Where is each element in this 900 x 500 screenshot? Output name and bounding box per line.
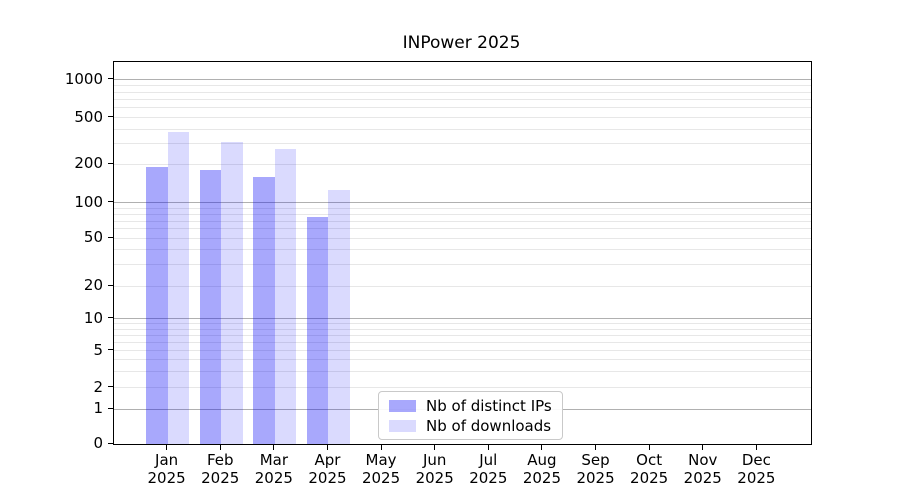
gridline-minor <box>114 350 811 352</box>
gridline-minor <box>114 264 811 266</box>
gridline-minor <box>114 207 811 209</box>
x-tick-mark <box>273 445 275 450</box>
gridline-minor <box>114 85 811 87</box>
gridline-minor <box>114 370 811 372</box>
legend-swatch-distinct-ips <box>389 399 416 412</box>
bar-nb-of-downloads-feb-2025 <box>221 142 243 444</box>
gridline-minor <box>114 249 811 251</box>
x-tick-label-apr-2025: Apr 2025 <box>308 451 347 487</box>
x-tick-mark <box>326 445 328 450</box>
x-tick-label-jul-2025: Jul 2025 <box>469 451 508 487</box>
legend-item-downloads: Nb of downloads <box>389 416 552 435</box>
x-tick-label-oct-2025: Oct 2025 <box>630 451 669 487</box>
gridline-minor <box>114 228 811 230</box>
y-tick-label-20: 20 <box>83 276 103 294</box>
gridline-minor <box>114 328 811 330</box>
x-tick-label-mar-2025: Mar 2025 <box>254 451 293 487</box>
y-tick-label-100: 100 <box>74 192 103 211</box>
x-tick-label-dec-2025: Dec 2025 <box>737 451 776 487</box>
gridline-major <box>114 202 811 204</box>
y-tick-mark <box>108 236 113 238</box>
bar-nb-of-distinct-ips-feb-2025 <box>199 170 222 444</box>
x-tick-label-may-2025: May 2025 <box>361 451 401 487</box>
y-tick-mark <box>108 407 113 409</box>
y-tick-label-2: 2 <box>93 377 103 396</box>
y-tick-label-500: 500 <box>74 107 103 126</box>
gridline-minor <box>114 107 811 109</box>
gridline-minor <box>114 359 811 361</box>
x-tick-mark <box>380 445 382 450</box>
x-tick-label-sep-2025: Sep 2025 <box>576 451 615 487</box>
y-tick-label-50: 50 <box>83 228 103 247</box>
y-tick-mark <box>108 116 113 118</box>
x-tick-label-jan-2025: Jan 2025 <box>147 451 186 487</box>
y-tick-label-5: 5 <box>93 340 103 359</box>
x-tick-label-jun-2025: Jun 2025 <box>415 451 454 487</box>
legend-swatch-downloads <box>389 419 416 432</box>
y-tick-mark <box>108 317 113 319</box>
bar-nb-of-downloads-mar-2025 <box>274 149 297 444</box>
bar-nb-of-downloads-jan-2025 <box>167 132 190 444</box>
x-tick-mark <box>434 445 436 450</box>
x-tick-mark <box>702 445 704 450</box>
y-tick-label-1: 1 <box>93 399 103 418</box>
y-tick-mark <box>108 442 113 444</box>
gridline-minor <box>114 285 811 287</box>
x-tick-mark <box>755 445 757 450</box>
gridline-minor <box>114 163 811 165</box>
gridline-minor <box>114 237 811 239</box>
gridline-minor <box>114 323 811 325</box>
gridline-minor <box>114 334 811 336</box>
gridline-minor <box>114 220 811 222</box>
y-tick-mark <box>108 386 113 388</box>
gridline-minor <box>114 341 811 343</box>
legend-label-distinct-ips: Nb of distinct IPs <box>426 396 552 415</box>
y-tick-label-0: 0 <box>93 434 103 452</box>
x-tick-label-aug-2025: Aug 2025 <box>522 451 562 487</box>
x-tick-mark <box>541 445 543 450</box>
y-tick-mark <box>108 284 113 286</box>
bar-nb-of-distinct-ips-mar-2025 <box>253 176 275 444</box>
gridline-minor <box>114 98 811 100</box>
gridline-major <box>114 318 811 320</box>
y-tick-label-10: 10 <box>83 308 103 327</box>
y-tick-mark <box>108 201 113 203</box>
gridline-major <box>114 79 811 81</box>
bar-nb-of-distinct-ips-apr-2025 <box>307 216 329 444</box>
gridline-minor <box>114 117 811 119</box>
x-tick-mark <box>487 445 489 450</box>
plot-area <box>113 61 812 445</box>
gridline-minor <box>114 143 811 145</box>
gridline-minor <box>114 387 811 389</box>
bar-nb-of-distinct-ips-jan-2025 <box>146 167 168 444</box>
y-tick-label-200: 200 <box>74 154 103 173</box>
x-tick-mark <box>648 445 650 450</box>
y-tick-label-1000: 1000 <box>64 69 103 88</box>
y-tick-mark <box>108 349 113 351</box>
bar-nb-of-downloads-apr-2025 <box>328 190 350 444</box>
legend-item-distinct-ips: Nb of distinct IPs <box>389 396 552 415</box>
x-tick-label-feb-2025: Feb 2025 <box>201 451 240 487</box>
x-tick-label-nov-2025: Nov 2025 <box>683 451 722 487</box>
x-tick-mark <box>219 445 221 450</box>
gridline-minor <box>114 213 811 215</box>
legend-label-downloads: Nb of downloads <box>426 416 552 435</box>
chart-title: INPower 2025 <box>402 33 521 53</box>
x-tick-mark <box>166 445 168 450</box>
gridline-minor <box>114 91 811 93</box>
y-tick-mark <box>108 78 113 80</box>
y-tick-mark <box>108 162 113 164</box>
x-tick-mark <box>595 445 597 450</box>
legend: Nb of distinct IPs Nb of downloads <box>378 391 563 440</box>
gridline-minor <box>114 128 811 130</box>
